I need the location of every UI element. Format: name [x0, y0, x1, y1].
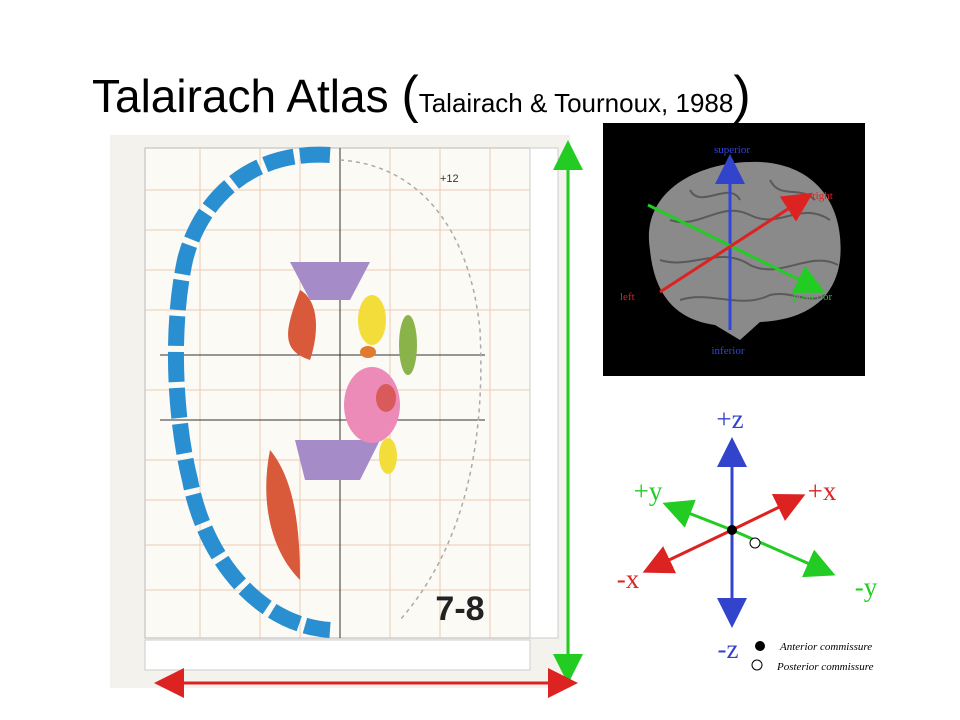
- title: Talairach Atlas (Talairach & Tournoux, 1…: [92, 66, 751, 124]
- legend-label: Anterior commissure: [779, 641, 872, 653]
- label-right: right: [812, 190, 833, 202]
- legend-label: Posterior commissure: [776, 661, 874, 673]
- label-superior: superior: [714, 144, 750, 156]
- paren: ): [733, 66, 750, 124]
- axis-nx: -x: [617, 564, 640, 594]
- label-posterior: posterior: [793, 291, 832, 303]
- axis-nz: -z: [718, 634, 739, 664]
- label-inferior: inferior: [712, 345, 745, 357]
- plate-level: +12: [440, 173, 459, 185]
- citation: Talairach & Tournoux, 1988: [419, 88, 734, 118]
- axis-ny: -y: [855, 572, 878, 602]
- axis-pz: +z: [716, 404, 743, 434]
- atlas-plate: 7-8 +12: [110, 135, 570, 688]
- axis-py: +y: [634, 476, 663, 506]
- paren: (: [401, 66, 419, 124]
- axis-diagram: +z +y +x -x -y -z Anterior commissure Po…: [617, 404, 878, 673]
- axis-px: +x: [808, 476, 837, 506]
- title-main: Talairach Atlas: [92, 70, 401, 122]
- label-left: left: [620, 291, 635, 303]
- brain-view: superior right left posterior inferior: [603, 123, 865, 376]
- plate-number: 7-8: [435, 590, 484, 628]
